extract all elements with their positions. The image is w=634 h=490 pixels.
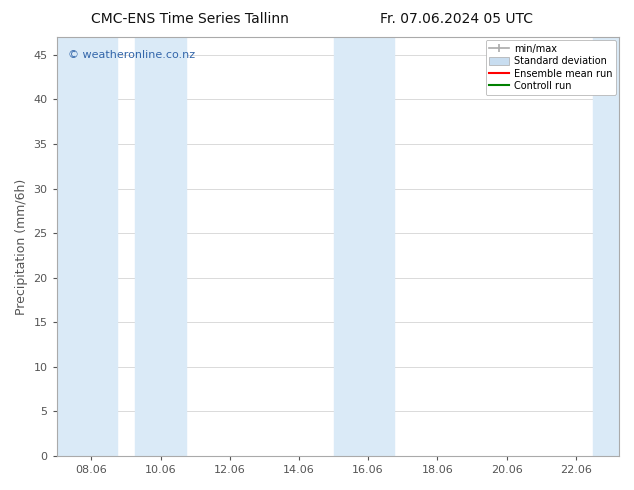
Bar (593, 37, 619, 456)
Legend: min/max, Standard deviation, Ensemble mean run, Controll run: min/max, Standard deviation, Ensemble me… (486, 40, 616, 95)
Text: CMC-ENS Time Series Tallinn: CMC-ENS Time Series Tallinn (91, 12, 289, 26)
Y-axis label: Precipitation (mm/6h): Precipitation (mm/6h) (15, 178, 28, 315)
Bar (368, 37, 394, 456)
Bar (56, 37, 117, 456)
Bar (333, 37, 368, 456)
Bar (134, 37, 186, 456)
Text: Fr. 07.06.2024 05 UTC: Fr. 07.06.2024 05 UTC (380, 12, 533, 26)
Text: © weatheronline.co.nz: © weatheronline.co.nz (68, 49, 195, 60)
